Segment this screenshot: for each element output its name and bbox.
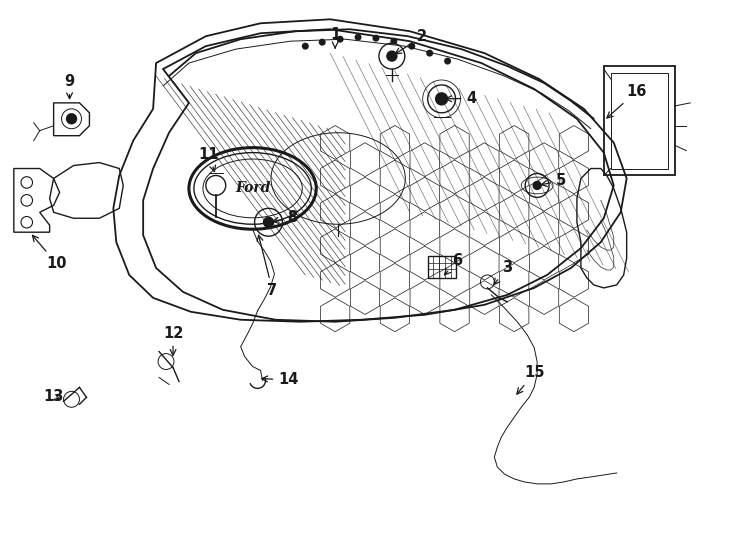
Circle shape (302, 43, 308, 49)
Circle shape (391, 38, 396, 44)
Text: 9: 9 (65, 74, 75, 99)
Text: 14: 14 (262, 373, 299, 387)
Circle shape (533, 181, 541, 190)
Text: Ford: Ford (235, 181, 270, 195)
Text: 16: 16 (607, 84, 647, 118)
Text: 5: 5 (541, 173, 566, 188)
Text: 2: 2 (396, 29, 426, 54)
Text: 12: 12 (163, 326, 184, 355)
Circle shape (373, 36, 379, 41)
Text: 3: 3 (494, 260, 512, 285)
Circle shape (319, 39, 325, 45)
Circle shape (409, 43, 415, 49)
Text: 7: 7 (257, 235, 277, 298)
Circle shape (427, 50, 432, 56)
Text: 6: 6 (444, 253, 462, 275)
Text: 4: 4 (446, 91, 476, 106)
Circle shape (355, 35, 361, 40)
Circle shape (67, 114, 76, 124)
Text: 13: 13 (43, 389, 64, 404)
Circle shape (338, 36, 343, 42)
Text: 11: 11 (199, 146, 219, 172)
Text: 15: 15 (517, 366, 545, 394)
Circle shape (387, 51, 397, 61)
Circle shape (445, 58, 451, 64)
Circle shape (264, 217, 274, 227)
Circle shape (436, 93, 448, 105)
Text: 10: 10 (32, 235, 67, 271)
Text: 1: 1 (330, 27, 341, 48)
Text: 8: 8 (272, 210, 297, 225)
